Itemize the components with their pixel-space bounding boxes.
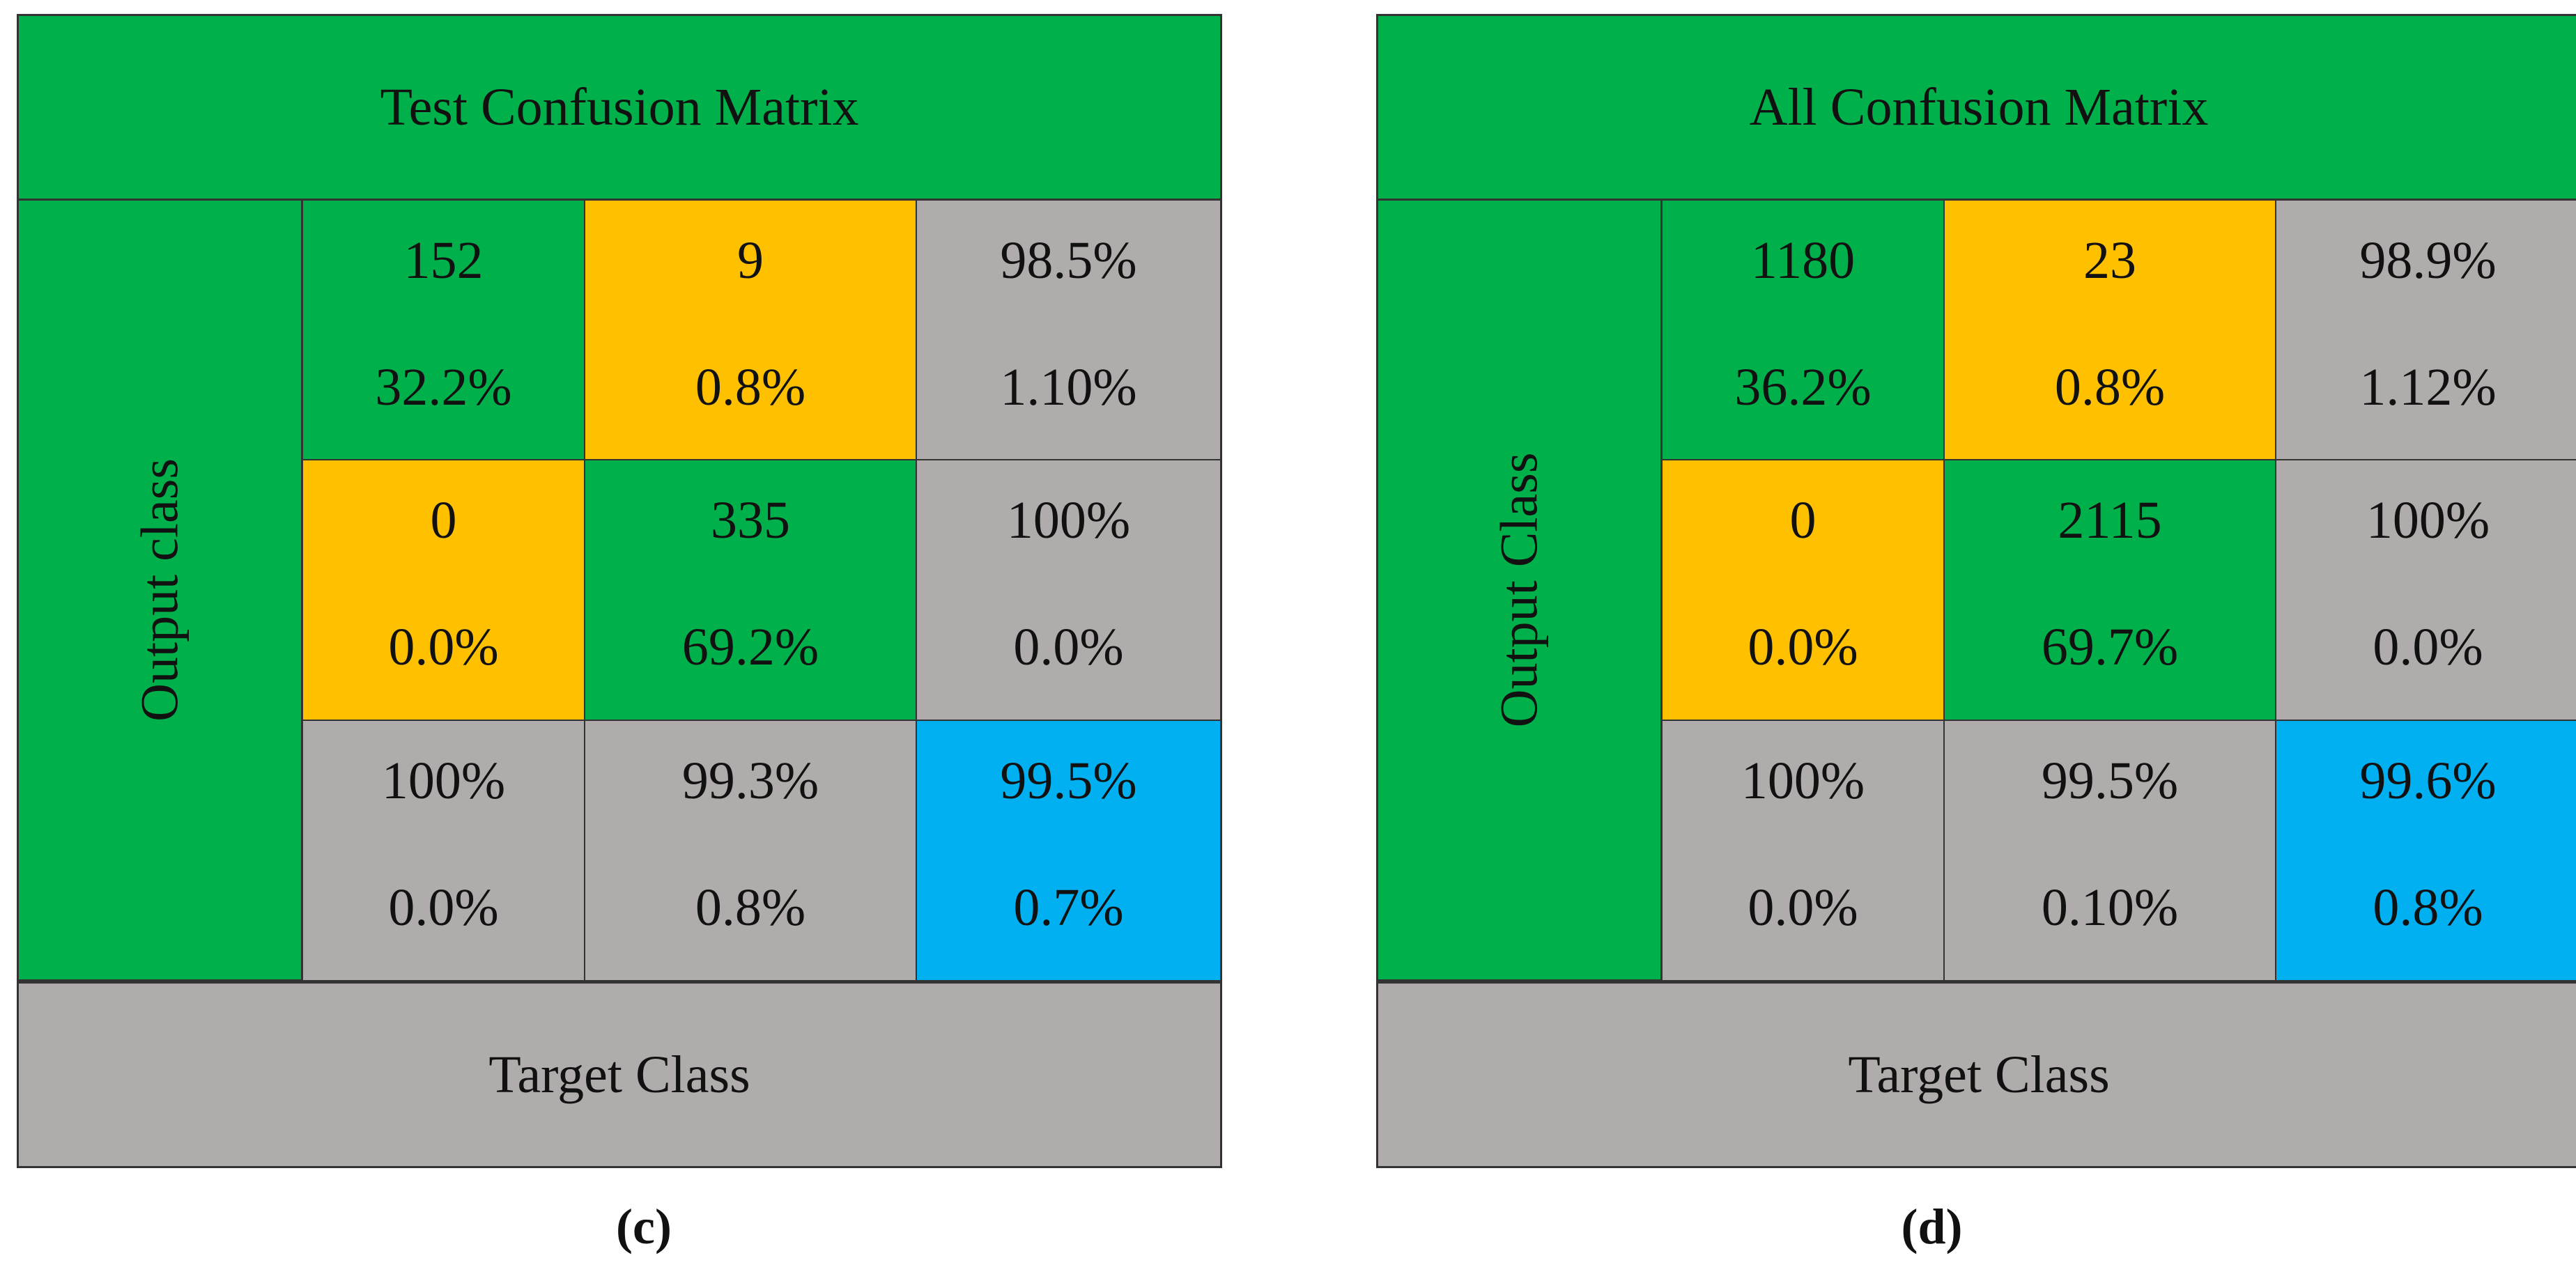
- cell-percent: 1.12%: [2359, 358, 2497, 417]
- cell-count: 335: [711, 491, 790, 550]
- cell-percent: 0.10%: [2041, 878, 2179, 937]
- matrix-grid: 152 32.2% 9 0.8% 98.5% 1.10% 0 0.0% 335 …: [303, 201, 1220, 981]
- matrix-cell-r3c2: 99.3% 0.8%: [585, 721, 917, 981]
- ylabel: Output Class: [1490, 452, 1548, 728]
- cell-count: 23: [2083, 231, 2136, 290]
- cell-percent: 0.8%: [2054, 358, 2166, 417]
- matrix-grid: 1180 36.2% 23 0.8% 98.9% 1.12% 0 0.0% 21…: [1663, 201, 2576, 981]
- cell-count: 0: [430, 491, 457, 550]
- cell-count: 9: [737, 231, 764, 290]
- confusion-matrix-panel-d: All Confusion Matrix Output Class 1180 3…: [1288, 0, 2576, 1274]
- matrix-cell-r2c2: 335 69.2%: [585, 460, 917, 721]
- matrix-cell-r3c3: 99.6% 0.8%: [2276, 721, 2576, 981]
- cell-count: 99.6%: [2359, 752, 2497, 810]
- cell-count: 152: [403, 231, 484, 290]
- matrix-cell-r1c1: 152 32.2%: [303, 201, 585, 460]
- matrix-cell-r1c2: 9 0.8%: [585, 201, 917, 460]
- cell-percent: 0.0%: [1748, 878, 1858, 937]
- xlabel: Target Class: [19, 981, 1220, 1166]
- cell-percent: 69.7%: [2041, 618, 2179, 676]
- cell-count: 100%: [1006, 491, 1131, 550]
- cell-percent: 0.7%: [1013, 878, 1124, 937]
- cell-percent: 0.0%: [2373, 618, 2483, 676]
- matrix-title: Test Confusion Matrix: [19, 16, 1220, 201]
- panel-caption: (d): [1901, 1199, 1963, 1254]
- matrix-cell-r2c1: 0 0.0%: [1663, 460, 1945, 721]
- cell-count: 98.5%: [1000, 231, 1137, 290]
- cell-percent: 0.0%: [1748, 618, 1858, 676]
- matrix-cell-r3c2: 99.5% 0.10%: [1945, 721, 2276, 981]
- cell-count: 99.5%: [1000, 752, 1137, 810]
- cell-percent: 0.8%: [695, 358, 806, 417]
- cell-count: 98.9%: [2359, 231, 2497, 290]
- cell-count: 99.5%: [2041, 752, 2179, 810]
- cell-percent: 0.0%: [388, 618, 499, 676]
- matrix-cell-r2c3: 100% 0.0%: [2276, 460, 2576, 721]
- matrix-cell-r2c1: 0 0.0%: [303, 460, 585, 721]
- cell-count: 100%: [381, 752, 506, 810]
- confusion-matrix: Test Confusion Matrix Output class 152 3…: [17, 14, 1222, 1168]
- output-class-axis: Output Class: [1378, 201, 1663, 981]
- matrix-cell-r3c3: 99.5% 0.7%: [917, 721, 1220, 981]
- cell-percent: 0.0%: [1013, 618, 1124, 676]
- cell-percent: 36.2%: [1734, 358, 1872, 417]
- matrix-cell-r3c1: 100% 0.0%: [1663, 721, 1945, 981]
- cell-percent: 0.0%: [388, 878, 499, 937]
- matrix-cell-r2c2: 2115 69.7%: [1945, 460, 2276, 721]
- matrix-cell-r3c1: 100% 0.0%: [303, 721, 585, 981]
- cell-percent: 1.10%: [1000, 358, 1137, 417]
- xlabel: Target Class: [1378, 981, 2576, 1166]
- matrix-cell-r1c3: 98.9% 1.12%: [2276, 201, 2576, 460]
- cell-percent: 69.2%: [681, 618, 819, 676]
- matrix-cell-r1c1: 1180 36.2%: [1663, 201, 1945, 460]
- panel-caption: (c): [616, 1199, 672, 1254]
- confusion-matrix-panel-c: Test Confusion Matrix Output class 152 3…: [17, 14, 1222, 1254]
- output-class-axis: Output class: [19, 201, 303, 981]
- cell-percent: 0.8%: [695, 878, 806, 937]
- matrix-cell-r1c3: 98.5% 1.10%: [917, 201, 1220, 460]
- ylabel: Output class: [130, 458, 189, 722]
- cell-percent: 0.8%: [2373, 878, 2483, 937]
- cell-count: 2115: [2058, 491, 2162, 550]
- cell-count: 100%: [2366, 491, 2490, 550]
- cell-count: 99.3%: [681, 752, 819, 810]
- cell-count: 0: [1789, 491, 1817, 550]
- cell-percent: 32.2%: [375, 358, 512, 417]
- matrix-cell-r2c3: 100% 0.0%: [917, 460, 1220, 721]
- cell-count: 1180: [1750, 231, 1856, 290]
- matrix-title: All Confusion Matrix: [1378, 16, 2576, 201]
- matrix-cell-r1c2: 23 0.8%: [1945, 201, 2276, 460]
- cell-count: 100%: [1741, 752, 1865, 810]
- confusion-matrix: All Confusion Matrix Output Class 1180 3…: [1376, 14, 2576, 1168]
